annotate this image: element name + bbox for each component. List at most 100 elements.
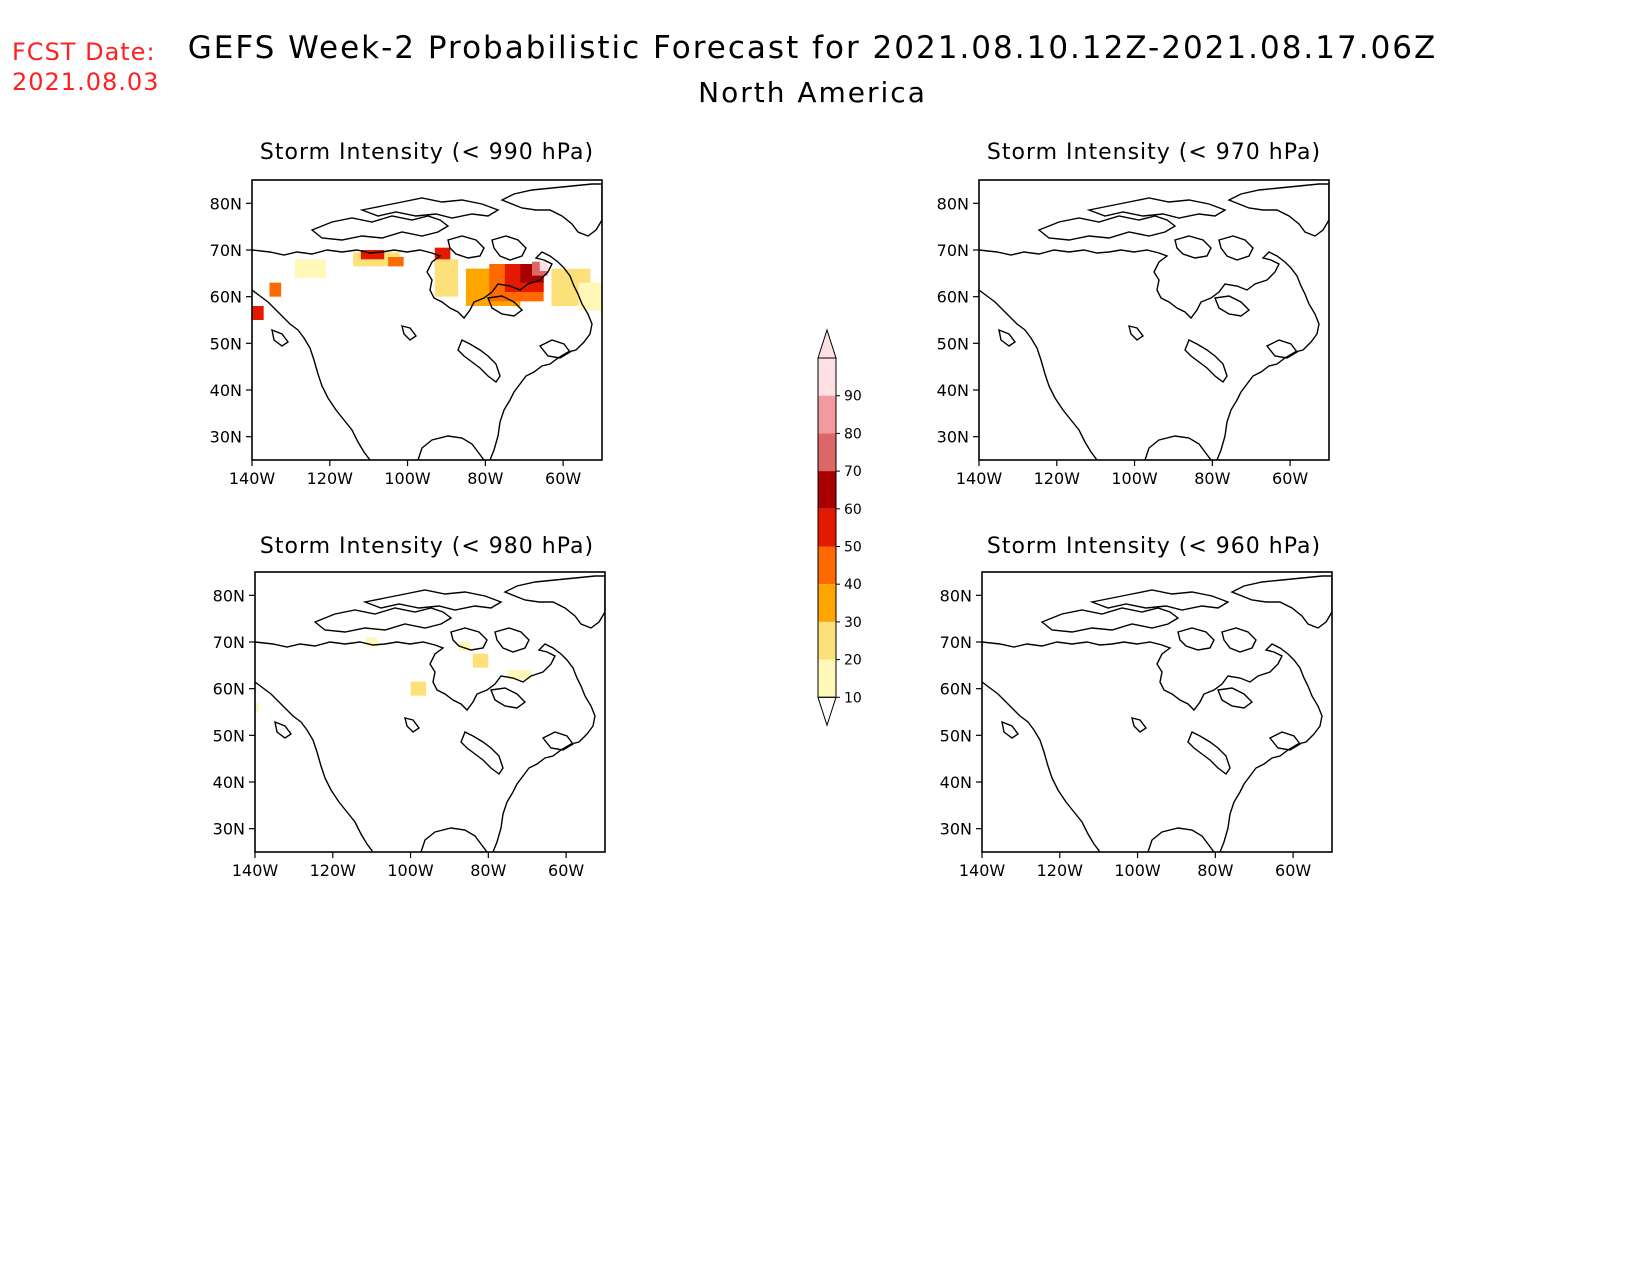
coastline (1086, 197, 1227, 219)
coastline (1144, 435, 1212, 460)
coastline (1174, 235, 1212, 259)
lat-tick-label: 60N (213, 680, 245, 699)
lat-tick-label: 40N (940, 773, 972, 792)
lon-tick-label: 120W (1034, 469, 1081, 488)
coastline (310, 215, 450, 241)
coastline (255, 641, 596, 852)
colorbar-label: 20 (844, 653, 862, 669)
colorbar-label: 40 (844, 577, 862, 593)
colorbar-segment (818, 546, 836, 585)
lat-tick-label: 30N (940, 820, 972, 839)
lon-tick-label: 100W (1114, 861, 1161, 880)
probability-colorbar: 90 80 70 60 50 40 30 20 10 (817, 328, 862, 727)
map-frame (254, 571, 606, 853)
lat-tick-label: 70N (210, 241, 242, 260)
colorbar-label: 90 (844, 389, 862, 405)
probability-cell (294, 259, 326, 278)
coastline (1230, 575, 1332, 629)
coastline (1040, 607, 1180, 633)
coastline (274, 720, 293, 739)
coastline (450, 627, 488, 651)
probability-cell (410, 681, 427, 696)
coastline (1001, 720, 1020, 739)
probability-cell (472, 653, 489, 668)
lat-tick-label: 40N (213, 773, 245, 792)
coastline (982, 641, 1323, 852)
coastline (1037, 215, 1177, 241)
lat-tick-label: 30N (210, 428, 242, 447)
colorbar-segment (818, 358, 836, 396)
coastline (457, 339, 501, 384)
probability-cell (360, 250, 385, 260)
lon-tick-label: 80W (1194, 469, 1230, 488)
lat-tick-label: 50N (213, 726, 245, 745)
map-panel-960: 80N 70N 60N 50N 40N 30N 140W 120W 100W 80W 60W (940, 571, 1333, 880)
coastline (1218, 235, 1254, 261)
colorbar-segment (818, 659, 836, 698)
coastline (998, 328, 1017, 347)
coastline (417, 435, 485, 460)
probability-cell (434, 259, 459, 297)
probability-cell (578, 282, 602, 311)
coastline (447, 235, 485, 259)
coastline (1177, 627, 1215, 651)
coastline (313, 607, 453, 633)
coastline (1217, 687, 1254, 709)
coastline (490, 687, 527, 709)
colorbar-segment (818, 395, 836, 434)
lon-tick-label: 120W (1037, 861, 1084, 880)
coastline (538, 339, 572, 359)
probability-cell (507, 670, 532, 680)
coastline (460, 731, 504, 776)
coastline (252, 289, 371, 460)
colorbar-label: 50 (844, 540, 862, 556)
lat-tick-label: 30N (937, 428, 969, 447)
colorbar-segment (818, 471, 836, 509)
colorbar-label: 80 (844, 426, 862, 442)
map-frame (981, 571, 1333, 853)
coastline (1221, 627, 1257, 653)
coastline (1268, 731, 1302, 751)
lat-tick-label: 80N (210, 194, 242, 213)
coastline (404, 717, 421, 733)
lat-tick-label: 50N (210, 334, 242, 353)
lat-tick-label: 70N (213, 633, 245, 652)
colorbar-label: 70 (844, 464, 862, 480)
lat-tick-label: 50N (937, 334, 969, 353)
panel-title-960: Storm Intensity (< 960 hPa) (986, 534, 1322, 559)
probability-cell (255, 702, 259, 712)
lon-tick-label: 140W (229, 469, 276, 488)
lon-tick-label: 60W (548, 861, 584, 880)
probability-cell (365, 637, 378, 647)
coastline (255, 681, 374, 852)
lon-tick-label: 100W (1111, 469, 1158, 488)
lat-tick-label: 60N (210, 288, 242, 307)
forecast-date-label: FCST Date: (12, 38, 156, 66)
lon-tick-label: 120W (307, 469, 354, 488)
coastline (420, 827, 488, 852)
lon-tick-label: 100W (384, 469, 431, 488)
coastline (979, 289, 1098, 460)
coastline (1227, 183, 1329, 237)
lat-tick-label: 70N (937, 241, 969, 260)
coastline (401, 325, 418, 341)
lat-tick-label: 80N (940, 586, 972, 605)
lat-tick-label: 80N (937, 194, 969, 213)
lat-tick-label: 70N (940, 633, 972, 652)
forecast-date-value: 2021.08.03 (12, 68, 160, 96)
lon-tick-label: 100W (387, 861, 434, 880)
panel-title-980: Storm Intensity (< 980 hPa) (259, 534, 595, 559)
lon-tick-label: 80W (1197, 861, 1233, 880)
lon-tick-label: 60W (545, 469, 581, 488)
probability-cell (252, 306, 264, 320)
map-frame (251, 179, 603, 461)
coastline (487, 295, 524, 317)
probability-cell (269, 282, 282, 297)
lat-tick-label: 50N (940, 726, 972, 745)
colorbar-label: 30 (844, 615, 862, 631)
colorbar-segment (818, 508, 836, 547)
map-panel-980: 80N 70N 60N 50N 40N 30N 140W 120W 100W 80W 60W (213, 571, 606, 880)
coastline (1147, 827, 1215, 852)
coastline (271, 328, 290, 347)
panel-title-970: Storm Intensity (< 970 hPa) (986, 140, 1322, 165)
